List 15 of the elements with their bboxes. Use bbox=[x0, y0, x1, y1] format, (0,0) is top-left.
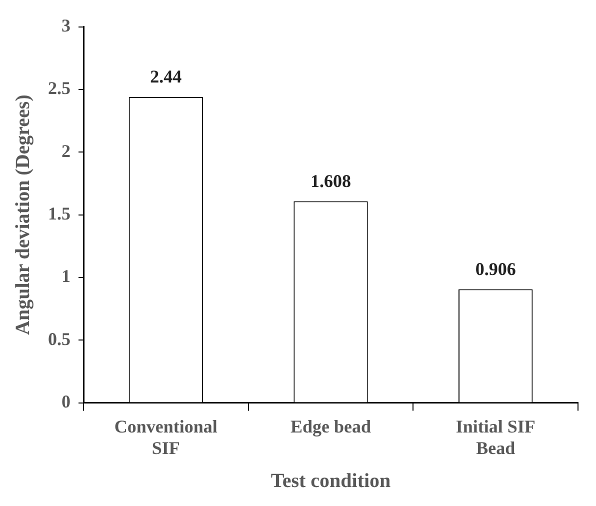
data-label: 2.44 bbox=[150, 66, 182, 87]
x-axis-title: Test condition bbox=[270, 470, 391, 492]
y-tick-label: 2 bbox=[62, 140, 70, 161]
data-label: 0.906 bbox=[475, 258, 516, 279]
x-tick-label: Edge bead bbox=[290, 416, 372, 436]
y-tick-label: 1 bbox=[62, 266, 70, 286]
y-tick-label: 1.5 bbox=[48, 203, 70, 224]
data-label: 1.608 bbox=[310, 170, 351, 191]
y-tick-label: 0 bbox=[62, 391, 70, 412]
y-tick-label: 0.5 bbox=[48, 328, 70, 349]
y-axis-title: Angular deviation (Degrees) bbox=[12, 94, 34, 335]
y-tick-label: 3 bbox=[62, 15, 70, 36]
y-tick-label: 2.5 bbox=[48, 78, 70, 98]
x-tick-label: Conventional SIF bbox=[114, 416, 218, 458]
x-tick-label: Initial SIF Bead bbox=[456, 416, 536, 458]
